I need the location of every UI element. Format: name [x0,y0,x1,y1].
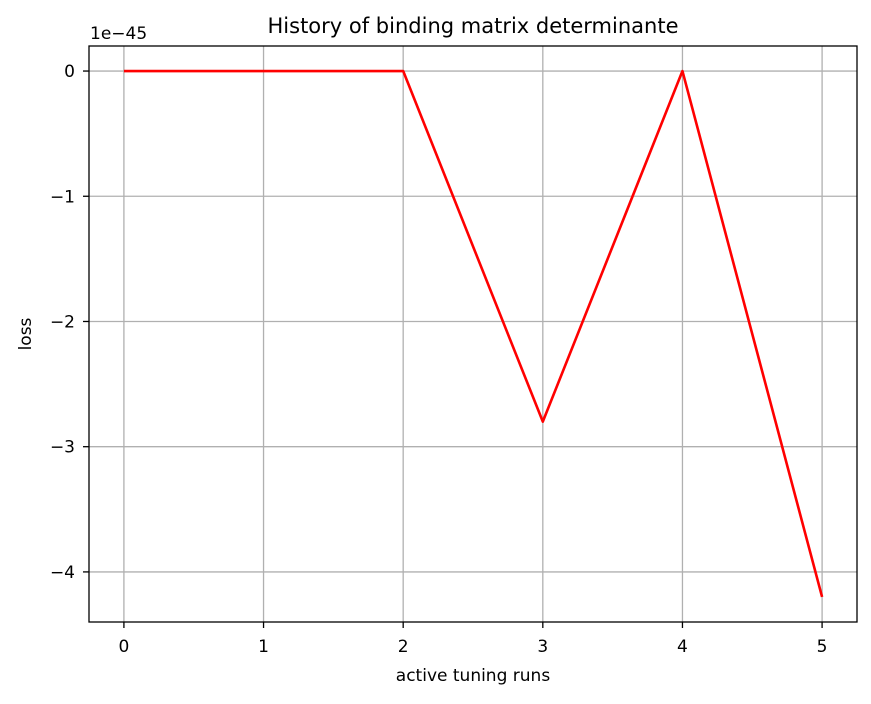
y-tick-label: 0 [64,62,75,82]
y-offset-label: 1e−45 [90,24,147,44]
x-tick-label: 4 [677,637,688,657]
x-tick-label: 2 [398,637,409,657]
y-tick-label: −4 [50,563,75,583]
x-tick-label: 0 [118,637,129,657]
y-tick-label: −1 [50,187,75,207]
x-tick-label: 3 [537,637,548,657]
x-axis-label: active tuning runs [396,666,551,686]
y-axis-label: loss [16,317,36,350]
x-tick-label: 5 [817,637,828,657]
y-tick-label: −2 [50,312,75,332]
x-tick-label: 1 [258,637,269,657]
y-tick-label: −3 [50,438,75,458]
chart-title: History of binding matrix determinante [268,14,679,38]
